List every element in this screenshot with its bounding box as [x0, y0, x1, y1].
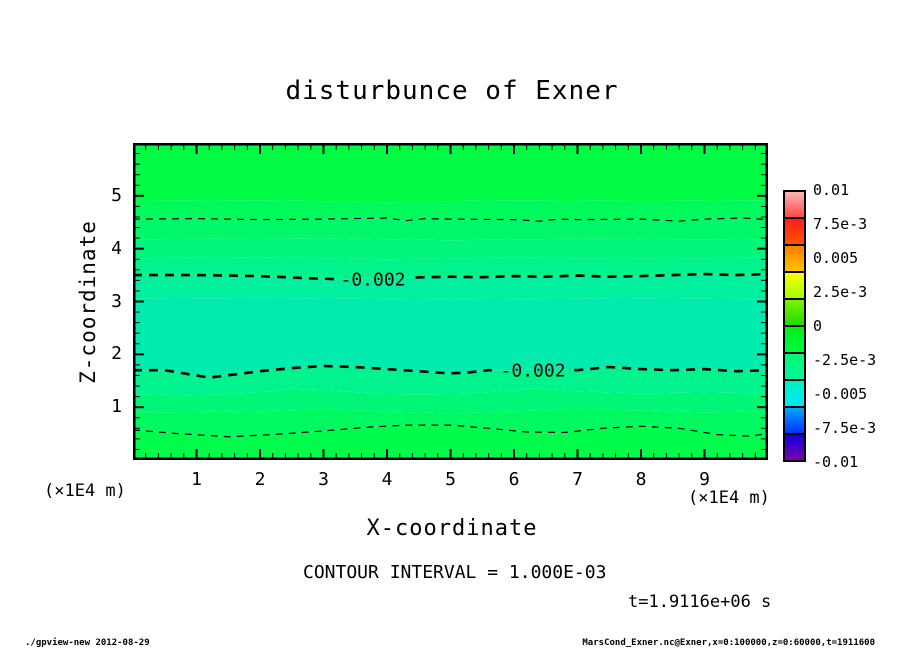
plot-frame	[133, 143, 768, 460]
colorbar-tick-label: 0.005	[813, 249, 859, 267]
colorbar-tick-label: 7.5e-3	[813, 215, 868, 233]
colorbar-tick-label: -0.005	[813, 385, 868, 403]
contour-band	[133, 388, 768, 414]
contour-band	[133, 200, 768, 222]
y-tick-label: 2	[111, 343, 122, 365]
x-tick-label: 7	[572, 469, 583, 490]
colorbar-tick-label: -0.01	[813, 453, 859, 471]
colorbar-segment	[785, 408, 804, 435]
colorbar	[783, 190, 806, 462]
colorbar-segment	[785, 381, 804, 408]
colorbar-segment	[785, 273, 804, 300]
contour-band	[133, 218, 768, 241]
y-axis-unit: (×1E4 m)	[44, 481, 126, 501]
contour-band	[133, 425, 768, 460]
colorbar-tick-label: -7.5e-3	[813, 419, 877, 437]
contour-band	[133, 274, 768, 300]
x-tick-label: 2	[254, 469, 266, 490]
x-axis-title: X-coordinate	[366, 516, 538, 541]
colorbar-segment	[785, 192, 804, 219]
colorbar-tick-label: 2.5e-3	[813, 283, 868, 301]
contour-band	[133, 366, 768, 396]
contour-plot: -0.002 -0.002	[133, 143, 768, 460]
contour-band	[133, 143, 768, 203]
x-tick-label: 3	[318, 469, 329, 490]
y-tick-label: 4	[111, 237, 122, 259]
contour-line	[574, 365, 768, 373]
plot-title: disturbunce of Exner	[285, 76, 619, 106]
colorbar-segment	[785, 354, 804, 381]
footer-command: ./gpview-new 2012-08-29	[25, 638, 150, 648]
colorbar-segment	[785, 219, 804, 246]
y-tick-label: 5	[111, 184, 122, 206]
time-annotation: t=1.9116e+06 s	[628, 592, 772, 612]
contour-label: -0.002	[501, 361, 566, 382]
colorbar-tick-label: 0.01	[813, 181, 850, 199]
contour-line	[133, 424, 768, 438]
x-tick-label: 1	[191, 469, 202, 490]
x-axis-unit: (×1E4 m)	[688, 488, 770, 508]
y-tick-label: 1	[111, 396, 122, 418]
contour-line	[133, 217, 768, 222]
x-tick-label: 8	[635, 469, 647, 490]
contour-band	[133, 257, 768, 280]
contour-line	[415, 272, 768, 279]
colorbar-segment	[785, 246, 804, 273]
contour-label: -0.002	[341, 270, 406, 291]
x-tick-label: 5	[445, 469, 456, 490]
colorbar-tick-label: -2.5e-3	[813, 351, 877, 369]
contour-band	[133, 409, 768, 437]
footer-source: MarsCond_Exner.nc@Exner,x=0:100000,z=0:6…	[582, 638, 875, 648]
contour-band	[133, 297, 768, 378]
y-tick-label: 3	[111, 290, 122, 312]
colorbar-segment	[785, 435, 804, 460]
colorbar-tick-label: 0	[813, 317, 823, 335]
x-tick-label: 4	[381, 469, 393, 490]
contour-interval-note: CONTOUR INTERVAL = 1.000E-03	[303, 562, 607, 583]
colorbar-segment	[785, 300, 804, 327]
x-tick-label: 9	[699, 469, 710, 490]
x-tick-label: 6	[508, 469, 520, 490]
colorbar-segment	[785, 327, 804, 354]
contour-band	[133, 238, 768, 260]
